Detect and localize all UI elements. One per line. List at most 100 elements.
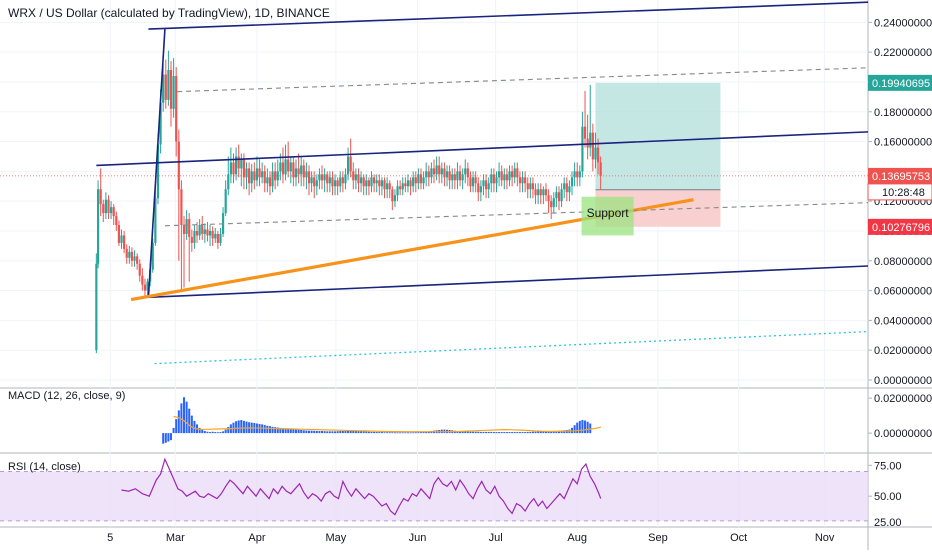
- candle-body: [479, 186, 482, 193]
- candle-body: [544, 189, 548, 196]
- candle-body: [110, 207, 113, 214]
- candle: [557, 186, 561, 211]
- candle-body: [339, 177, 342, 187]
- macd-histogram-bar: [550, 431, 553, 434]
- macd-histogram-bar: [404, 432, 407, 434]
- macd-histogram-bar: [190, 415, 193, 434]
- candle-body: [117, 225, 121, 243]
- candle: [479, 180, 482, 202]
- macd-histogram-bar: [201, 429, 204, 434]
- candle-body: [539, 189, 542, 196]
- candle-body: [297, 168, 300, 175]
- macd-histogram-bar: [206, 431, 209, 434]
- candle-body: [354, 174, 357, 181]
- candle-body: [370, 177, 373, 187]
- candle: [412, 171, 415, 193]
- candle-body: [498, 171, 501, 178]
- candle: [229, 147, 232, 184]
- macd-histogram-bar: [321, 431, 324, 434]
- x-tick-label: 5: [107, 532, 113, 544]
- candle: [112, 204, 115, 226]
- macd-histogram-bar: [456, 431, 459, 434]
- candle-body: [263, 171, 266, 184]
- candle-body: [102, 204, 105, 214]
- candle-body: [591, 132, 594, 160]
- channel-bottom-line: [148, 265, 869, 299]
- rsi-line: [121, 457, 602, 516]
- macd-histogram-bar: [477, 431, 480, 434]
- candle-body: [141, 275, 144, 285]
- macd-histogram-bar: [425, 431, 428, 434]
- candle: [373, 174, 376, 193]
- candle: [146, 278, 149, 296]
- candle-body: [211, 230, 214, 239]
- macd-histogram-bar: [360, 431, 363, 434]
- candle: [208, 225, 212, 246]
- candle-body: [146, 281, 149, 291]
- macd-histogram-bar: [539, 431, 542, 434]
- macd-histogram-bar: [482, 431, 485, 434]
- macd-histogram-bar: [479, 431, 482, 434]
- macd-histogram-bar: [349, 430, 352, 434]
- candle: [107, 195, 110, 220]
- candle: [391, 186, 394, 211]
- macd-histogram-bar: [511, 432, 514, 434]
- macd-histogram-bar: [292, 429, 295, 434]
- y-tick-label: 0.04000000: [874, 315, 932, 327]
- macd-histogram-bar: [164, 433, 167, 443]
- candle: [271, 162, 274, 193]
- candle: [388, 180, 391, 199]
- candle-body: [245, 168, 248, 178]
- candle-body: [151, 242, 154, 270]
- candle-body: [552, 198, 555, 208]
- macd-histogram-bar: [263, 425, 266, 434]
- macd-histogram-bar: [518, 432, 521, 434]
- candle-body: [438, 165, 441, 175]
- macd-histogram-bar: [162, 433, 165, 444]
- candle: [320, 165, 324, 190]
- candle: [263, 165, 266, 193]
- candle-body: [427, 171, 430, 178]
- candle: [583, 90, 587, 148]
- candle-body: [331, 177, 334, 187]
- candle-body: [537, 189, 540, 196]
- candle: [383, 177, 386, 199]
- candle: [180, 180, 183, 291]
- rsi-y-tick-label: 75.00: [874, 460, 902, 472]
- candle-body: [477, 183, 480, 193]
- candle-body: [583, 126, 587, 139]
- candle: [172, 58, 175, 118]
- candle-body: [274, 171, 277, 181]
- macd-histogram-bar: [365, 431, 368, 434]
- candle-body: [383, 180, 386, 190]
- candle-body: [448, 171, 451, 181]
- candle: [169, 61, 173, 127]
- candle-body: [164, 74, 167, 100]
- x-tick-label: Sep: [648, 532, 668, 544]
- x-tick-label: Nov: [815, 532, 835, 544]
- candle: [432, 159, 436, 184]
- candle-body: [201, 225, 204, 234]
- macd-histogram-bar: [261, 424, 264, 434]
- candle: [518, 171, 522, 193]
- y-tick-label: 0.16000000: [874, 137, 932, 149]
- candle: [435, 156, 438, 181]
- candle: [96, 180, 100, 269]
- candle: [370, 171, 373, 193]
- candle-body: [307, 171, 311, 184]
- x-tick-label: Jul: [489, 532, 503, 544]
- candle: [198, 219, 201, 240]
- dotted-lower-line: [154, 330, 869, 365]
- macd-y-tick-label: 0.02000000: [874, 393, 932, 405]
- candle-body: [136, 256, 139, 264]
- macd-histogram-bar: [347, 430, 350, 434]
- candle-body: [518, 177, 522, 184]
- price-tag-label: 0.10276796: [872, 222, 930, 234]
- candle-body: [128, 251, 131, 258]
- candle-body: [516, 168, 519, 178]
- candle-body: [378, 180, 381, 187]
- candle: [380, 177, 384, 196]
- candle: [195, 222, 199, 243]
- candle-body: [172, 76, 175, 109]
- candle: [294, 159, 298, 187]
